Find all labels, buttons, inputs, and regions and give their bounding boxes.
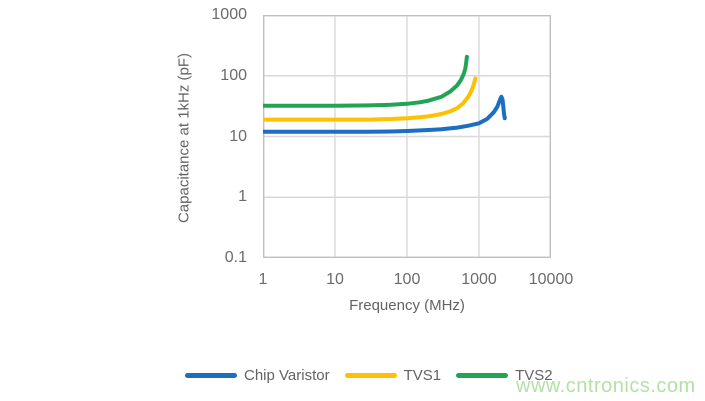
x-tick-label: 1000 — [461, 271, 497, 288]
x-axis-title: Frequency (MHz) — [349, 297, 465, 314]
y-tick-label: 10 — [229, 127, 247, 145]
legend: Chip Varistor TVS1 TVS2 — [185, 363, 553, 387]
x-tick-label: 100 — [393, 271, 421, 288]
x-tick-label: 10000 — [528, 271, 574, 288]
legend-label-tvs1: TVS1 — [403, 366, 442, 384]
legend-item-chip-varistor: Chip Varistor — [185, 367, 330, 384]
y-tick-label: 100 — [220, 66, 247, 84]
y-tick-label: 1000 — [211, 6, 247, 23]
legend-marker-tvs2 — [456, 372, 509, 378]
legend-marker-tvs1 — [344, 372, 397, 378]
x-axis-ticks: 1 10 100 1000 10000 — [0, 271, 705, 293]
series-line-tvs1 — [263, 76, 478, 122]
y-axis-ticks: 1000 100 10 1 0.1 — [190, 0, 247, 280]
legend-item-tvs1: TVS1 — [344, 366, 442, 384]
series-line-chip-varistor — [263, 94, 507, 134]
x-tick-label: 10 — [326, 271, 344, 288]
y-tick-label: 0.1 — [224, 249, 247, 266]
plot-border — [263, 15, 551, 258]
y-tick-label: 1 — [238, 188, 247, 206]
legend-label-chip-varistor: Chip Varistor — [244, 366, 330, 384]
series-line-tvs2 — [263, 54, 469, 108]
legend-item-tvs2: TVS2 — [456, 367, 553, 384]
legend-marker-chip-varistor — [185, 372, 237, 378]
x-tick-label: 1 — [258, 271, 268, 288]
plot-area — [263, 15, 551, 258]
legend-label-tvs2: TVS2 — [515, 366, 553, 384]
watermark: www.cntronics.com — [516, 375, 696, 397]
